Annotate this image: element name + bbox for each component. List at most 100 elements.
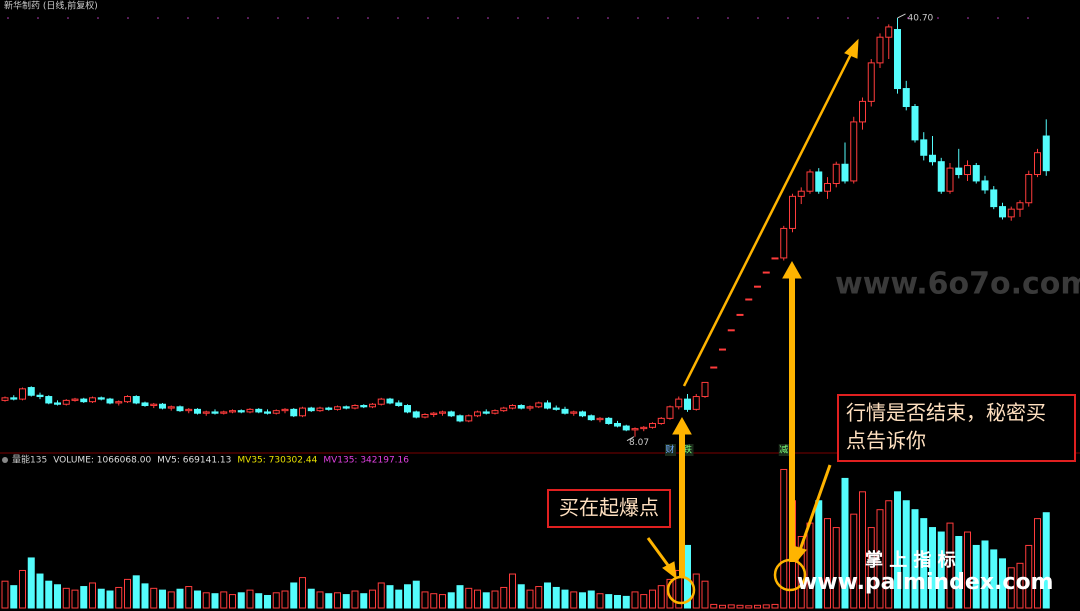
volume-bar: [736, 604, 744, 609]
candle-body: [955, 167, 963, 176]
volume-bar: [97, 588, 105, 609]
candle-body: [369, 403, 376, 408]
candle-body: [517, 405, 525, 409]
candle-body: [421, 414, 429, 418]
volume-bar: [832, 527, 840, 609]
volume-bar: [710, 603, 718, 609]
volume-bar: [36, 573, 44, 609]
arrow: [798, 464, 832, 551]
tag: 减: [779, 444, 788, 456]
signal-dot: [457, 17, 459, 19]
arrow-head: [782, 260, 802, 279]
candle-body: [360, 405, 368, 408]
signal-dot: [847, 17, 849, 19]
candle-body: [920, 139, 928, 156]
candle-body: [10, 397, 18, 400]
volume-bar: [106, 590, 114, 609]
annotation-text: 行情是否结束，秘密买: [846, 401, 1046, 425]
candle-body: [684, 398, 691, 410]
volume-bar: [421, 591, 429, 609]
candle-body: [281, 408, 289, 412]
volume-legend: MV35: 730302.44: [237, 456, 317, 466]
signal-dot: [637, 17, 639, 19]
volume-bar: [54, 584, 61, 609]
candle-body: [229, 410, 236, 413]
volume-bar: [255, 593, 263, 609]
candle-body: [937, 161, 945, 192]
volume-bar: [211, 593, 219, 609]
signal-dot: [67, 17, 69, 19]
tag: 跌: [683, 445, 692, 456]
candle-body: [1025, 174, 1033, 204]
candle-body: [97, 397, 105, 400]
candle-body: [859, 100, 866, 123]
candle-body: [657, 417, 665, 424]
high-marker: [897, 13, 906, 19]
candle-body: [1016, 202, 1024, 210]
candle-body: [19, 388, 26, 400]
annotation-text: 点告诉你: [846, 429, 926, 453]
volume-bar: [299, 577, 306, 609]
volume-bar: [404, 584, 411, 609]
volume-bar: [894, 491, 901, 609]
signal-dot: [517, 17, 519, 19]
volume-bar: [229, 594, 236, 609]
volume-title: 量能135: [12, 454, 47, 466]
volume-bar: [342, 594, 350, 609]
volume-bar: [351, 590, 359, 609]
volume-bar: [579, 592, 586, 609]
candle-body: [824, 183, 831, 192]
signal-dot: [757, 17, 759, 19]
volume-bar: [544, 582, 551, 609]
volume-bar: [999, 558, 1006, 609]
volume-bar: [465, 587, 473, 609]
candle-body: [1, 397, 9, 401]
volume-bar: [841, 477, 849, 609]
candle-body: [719, 348, 726, 351]
arrow: [682, 51, 854, 387]
arrow: [679, 432, 685, 578]
volume-bar: [246, 589, 254, 609]
candle-body: [587, 415, 595, 421]
volume-bar: [386, 585, 394, 609]
candle-body: [806, 171, 814, 192]
candle-body: [815, 171, 823, 192]
candle-body: [377, 398, 385, 405]
low-marker: [626, 436, 635, 442]
candle-body: [736, 313, 744, 316]
candle-body: [220, 411, 228, 414]
candle-body: [412, 411, 420, 418]
candle-body: [596, 417, 604, 421]
candle-body: [640, 426, 648, 430]
volume-bar: [474, 589, 481, 609]
volume-bar: [89, 582, 96, 609]
signal-dot: [787, 17, 789, 19]
signal-dot: [187, 17, 189, 19]
volume-bar: [649, 589, 656, 609]
candle-body: [211, 411, 219, 414]
arrow-head: [672, 416, 692, 435]
volume-bar: [10, 585, 18, 609]
volume-bar: [754, 604, 761, 609]
tag-bg: [778, 444, 790, 456]
candle-body: [334, 406, 341, 410]
candle-body: [902, 88, 910, 108]
signal-dot: [307, 17, 309, 19]
volume-bar: [666, 578, 674, 609]
volume-bar: [150, 587, 158, 609]
volume-bar: [447, 592, 455, 609]
volume-bar: [45, 580, 53, 609]
signal-dot: [877, 17, 879, 19]
candle-body: [124, 396, 131, 403]
signal-dot: [37, 17, 39, 19]
volume-bar: [500, 586, 508, 609]
volume-bar: [272, 592, 280, 609]
volume-bar: [902, 500, 910, 609]
signal-dot: [937, 17, 939, 19]
candle-body: [80, 398, 88, 403]
volume-bar: [167, 591, 175, 609]
volume-bar: [264, 594, 271, 609]
volume-bar: [325, 593, 333, 609]
volume-legend: MV135: 342197.16: [323, 456, 409, 466]
watermark: www.6o7o.com: [835, 267, 1080, 302]
